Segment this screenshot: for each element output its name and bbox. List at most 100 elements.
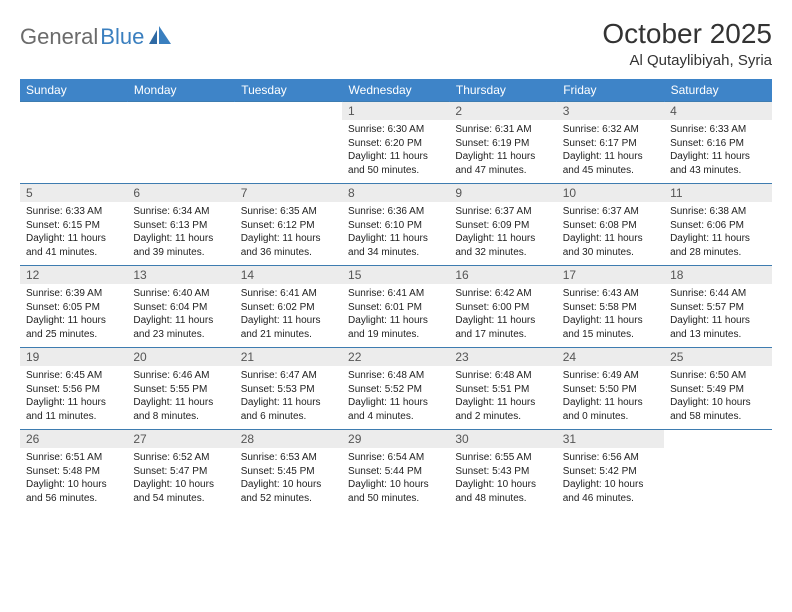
empty-cell (235, 102, 342, 174)
calendar-cell: 24Sunrise: 6:49 AMSunset: 5:50 PMDayligh… (557, 348, 664, 430)
sunset-line: Sunset: 6:00 PM (455, 301, 550, 315)
sunrise-line: Sunrise: 6:53 AM (241, 451, 336, 465)
daylight-line: Daylight: 10 hours and 50 minutes. (348, 478, 443, 505)
day-cell: 15Sunrise: 6:41 AMSunset: 6:01 PMDayligh… (342, 266, 449, 347)
sunset-line: Sunset: 5:50 PM (563, 383, 658, 397)
day-cell: 12Sunrise: 6:39 AMSunset: 6:05 PMDayligh… (20, 266, 127, 347)
daylight-line: Daylight: 11 hours and 23 minutes. (133, 314, 228, 341)
day-info: Sunrise: 6:46 AMSunset: 5:55 PMDaylight:… (127, 366, 234, 429)
calendar-cell: 8Sunrise: 6:36 AMSunset: 6:10 PMDaylight… (342, 184, 449, 266)
sunset-line: Sunset: 6:08 PM (563, 219, 658, 233)
calendar-cell (127, 102, 234, 184)
day-cell: 17Sunrise: 6:43 AMSunset: 5:58 PMDayligh… (557, 266, 664, 347)
calendar-cell: 20Sunrise: 6:46 AMSunset: 5:55 PMDayligh… (127, 348, 234, 430)
daylight-line: Daylight: 11 hours and 4 minutes. (348, 396, 443, 423)
day-cell: 2Sunrise: 6:31 AMSunset: 6:19 PMDaylight… (449, 102, 556, 183)
sunset-line: Sunset: 6:04 PM (133, 301, 228, 315)
calendar-row: 26Sunrise: 6:51 AMSunset: 5:48 PMDayligh… (20, 430, 772, 512)
day-number: 20 (127, 348, 234, 366)
sunrise-line: Sunrise: 6:52 AM (133, 451, 228, 465)
sunset-line: Sunset: 6:16 PM (670, 137, 765, 151)
daylight-line: Daylight: 11 hours and 32 minutes. (455, 232, 550, 259)
day-info: Sunrise: 6:39 AMSunset: 6:05 PMDaylight:… (20, 284, 127, 347)
day-number: 19 (20, 348, 127, 366)
sunset-line: Sunset: 6:12 PM (241, 219, 336, 233)
calendar-cell: 2Sunrise: 6:31 AMSunset: 6:19 PMDaylight… (449, 102, 556, 184)
day-cell: 18Sunrise: 6:44 AMSunset: 5:57 PMDayligh… (664, 266, 771, 347)
day-number: 1 (342, 102, 449, 120)
day-info: Sunrise: 6:52 AMSunset: 5:47 PMDaylight:… (127, 448, 234, 511)
day-number: 3 (557, 102, 664, 120)
day-number: 8 (342, 184, 449, 202)
sunset-line: Sunset: 6:17 PM (563, 137, 658, 151)
sunrise-line: Sunrise: 6:56 AM (563, 451, 658, 465)
daylight-line: Daylight: 10 hours and 52 minutes. (241, 478, 336, 505)
daylight-line: Daylight: 11 hours and 30 minutes. (563, 232, 658, 259)
sunrise-line: Sunrise: 6:41 AM (348, 287, 443, 301)
day-cell: 11Sunrise: 6:38 AMSunset: 6:06 PMDayligh… (664, 184, 771, 265)
sunset-line: Sunset: 5:55 PM (133, 383, 228, 397)
sunrise-line: Sunrise: 6:51 AM (26, 451, 121, 465)
sunset-line: Sunset: 6:20 PM (348, 137, 443, 151)
day-info: Sunrise: 6:45 AMSunset: 5:56 PMDaylight:… (20, 366, 127, 429)
sunrise-line: Sunrise: 6:37 AM (455, 205, 550, 219)
daylight-line: Daylight: 11 hours and 6 minutes. (241, 396, 336, 423)
day-cell: 24Sunrise: 6:49 AMSunset: 5:50 PMDayligh… (557, 348, 664, 429)
day-number: 7 (235, 184, 342, 202)
calendar-cell: 11Sunrise: 6:38 AMSunset: 6:06 PMDayligh… (664, 184, 771, 266)
calendar-cell: 26Sunrise: 6:51 AMSunset: 5:48 PMDayligh… (20, 430, 127, 512)
calendar-cell: 13Sunrise: 6:40 AMSunset: 6:04 PMDayligh… (127, 266, 234, 348)
calendar-cell: 31Sunrise: 6:56 AMSunset: 5:42 PMDayligh… (557, 430, 664, 512)
sunset-line: Sunset: 5:49 PM (670, 383, 765, 397)
daylight-line: Daylight: 11 hours and 36 minutes. (241, 232, 336, 259)
calendar-cell: 10Sunrise: 6:37 AMSunset: 6:08 PMDayligh… (557, 184, 664, 266)
day-info: Sunrise: 6:40 AMSunset: 6:04 PMDaylight:… (127, 284, 234, 347)
day-info: Sunrise: 6:42 AMSunset: 6:00 PMDaylight:… (449, 284, 556, 347)
day-number: 18 (664, 266, 771, 284)
day-info: Sunrise: 6:44 AMSunset: 5:57 PMDaylight:… (664, 284, 771, 347)
calendar-cell: 17Sunrise: 6:43 AMSunset: 5:58 PMDayligh… (557, 266, 664, 348)
day-cell: 8Sunrise: 6:36 AMSunset: 6:10 PMDaylight… (342, 184, 449, 265)
day-number: 5 (20, 184, 127, 202)
day-info: Sunrise: 6:34 AMSunset: 6:13 PMDaylight:… (127, 202, 234, 265)
day-number: 2 (449, 102, 556, 120)
daylight-line: Daylight: 10 hours and 46 minutes. (563, 478, 658, 505)
calendar-cell: 29Sunrise: 6:54 AMSunset: 5:44 PMDayligh… (342, 430, 449, 512)
sunset-line: Sunset: 5:52 PM (348, 383, 443, 397)
sunrise-line: Sunrise: 6:31 AM (455, 123, 550, 137)
day-cell: 26Sunrise: 6:51 AMSunset: 5:48 PMDayligh… (20, 430, 127, 511)
day-number: 6 (127, 184, 234, 202)
calendar-cell: 27Sunrise: 6:52 AMSunset: 5:47 PMDayligh… (127, 430, 234, 512)
calendar-cell: 14Sunrise: 6:41 AMSunset: 6:02 PMDayligh… (235, 266, 342, 348)
empty-cell (20, 102, 127, 174)
day-number: 30 (449, 430, 556, 448)
day-cell: 30Sunrise: 6:55 AMSunset: 5:43 PMDayligh… (449, 430, 556, 511)
daylight-line: Daylight: 11 hours and 43 minutes. (670, 150, 765, 177)
sunrise-line: Sunrise: 6:40 AM (133, 287, 228, 301)
day-info: Sunrise: 6:50 AMSunset: 5:49 PMDaylight:… (664, 366, 771, 429)
weekday-header: Wednesday (342, 79, 449, 102)
empty-cell (664, 430, 771, 502)
daylight-line: Daylight: 11 hours and 25 minutes. (26, 314, 121, 341)
calendar-cell: 22Sunrise: 6:48 AMSunset: 5:52 PMDayligh… (342, 348, 449, 430)
calendar-cell: 3Sunrise: 6:32 AMSunset: 6:17 PMDaylight… (557, 102, 664, 184)
day-cell: 23Sunrise: 6:48 AMSunset: 5:51 PMDayligh… (449, 348, 556, 429)
calendar-cell: 19Sunrise: 6:45 AMSunset: 5:56 PMDayligh… (20, 348, 127, 430)
sunrise-line: Sunrise: 6:48 AM (348, 369, 443, 383)
sunset-line: Sunset: 6:05 PM (26, 301, 121, 315)
day-number: 25 (664, 348, 771, 366)
day-info: Sunrise: 6:33 AMSunset: 6:16 PMDaylight:… (664, 120, 771, 183)
day-info: Sunrise: 6:41 AMSunset: 6:01 PMDaylight:… (342, 284, 449, 347)
day-cell: 7Sunrise: 6:35 AMSunset: 6:12 PMDaylight… (235, 184, 342, 265)
weekday-header: Tuesday (235, 79, 342, 102)
day-cell: 29Sunrise: 6:54 AMSunset: 5:44 PMDayligh… (342, 430, 449, 511)
day-number: 27 (127, 430, 234, 448)
sunset-line: Sunset: 5:42 PM (563, 465, 658, 479)
calendar-row: 19Sunrise: 6:45 AMSunset: 5:56 PMDayligh… (20, 348, 772, 430)
calendar-cell: 25Sunrise: 6:50 AMSunset: 5:49 PMDayligh… (664, 348, 771, 430)
sunset-line: Sunset: 6:15 PM (26, 219, 121, 233)
sunrise-line: Sunrise: 6:34 AM (133, 205, 228, 219)
day-info: Sunrise: 6:49 AMSunset: 5:50 PMDaylight:… (557, 366, 664, 429)
day-info: Sunrise: 6:30 AMSunset: 6:20 PMDaylight:… (342, 120, 449, 183)
day-info: Sunrise: 6:33 AMSunset: 6:15 PMDaylight:… (20, 202, 127, 265)
